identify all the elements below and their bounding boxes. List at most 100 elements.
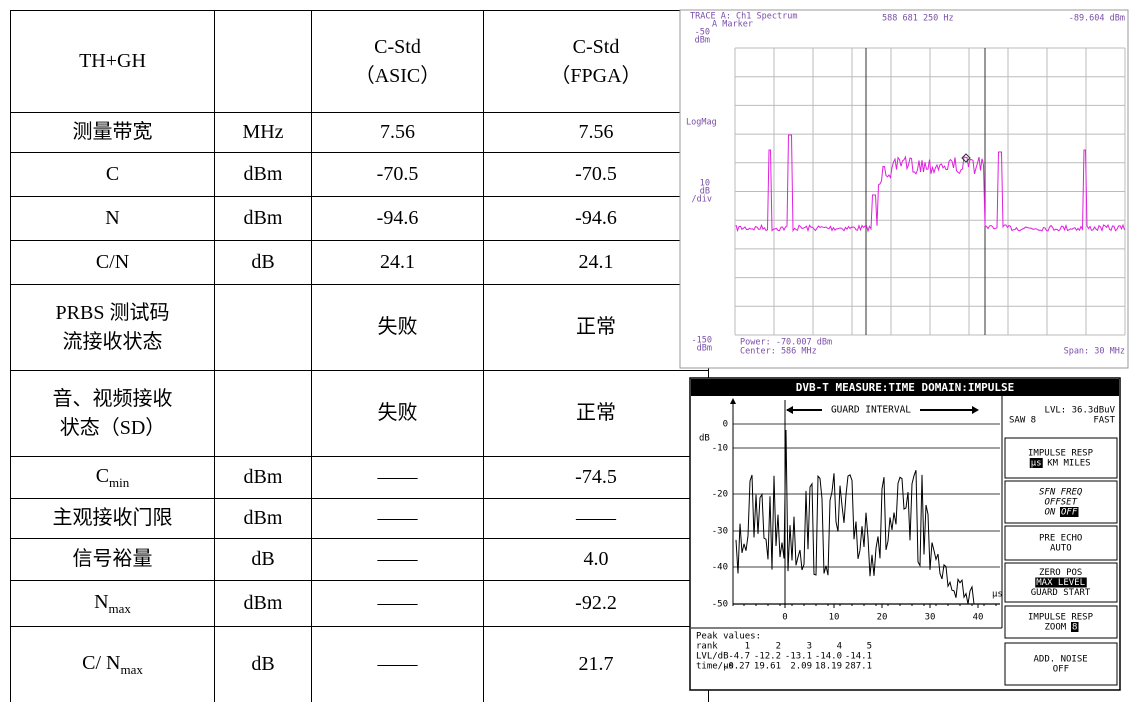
peak-cell: 287.1 — [845, 662, 872, 672]
y-tick-label: -20 — [712, 490, 728, 500]
cell-text: -94.6 — [575, 207, 617, 229]
cell-text: -74.5 — [575, 466, 617, 488]
table-row: 音、视频接收状态（SD） 失败正常 — [11, 371, 709, 457]
table-cell: 失败 — [312, 371, 484, 457]
x-tick-label: 0 — [782, 613, 787, 623]
level-readout: LVL: 36.3dBuV — [1045, 406, 1116, 416]
cell-line: C-Std — [573, 36, 620, 58]
table-row: C/ Nmax dB —— 21.7 — [11, 627, 709, 702]
cell-text: —— — [378, 466, 418, 488]
cell-text: 21.7 — [579, 653, 614, 675]
table-cell: 主观接收门限 — [11, 499, 215, 539]
table-cell: MHz — [215, 113, 312, 153]
level-readout: FAST — [1093, 416, 1115, 426]
table-row: NdBm -94.6 -94.6 — [11, 197, 709, 241]
cell-text: N — [105, 207, 119, 229]
x-tick-label: 10 — [829, 613, 840, 623]
table-cell: —— — [312, 539, 484, 581]
cell-text: dBm — [244, 163, 283, 185]
cell-text: —— — [576, 507, 616, 529]
table-row: PRBS 测试码流接收状态失败正常 — [11, 285, 709, 371]
screen-label: 588 681 250 Hz — [882, 14, 954, 24]
cell-text: —— — [378, 507, 418, 529]
table-cell: —— — [312, 581, 484, 627]
table-cell: dBm — [215, 499, 312, 539]
y-tick-label: -40 — [712, 563, 728, 573]
table-row: C/NdB24.124.1 — [11, 241, 709, 285]
table-cell: 4.0 — [484, 539, 709, 581]
menu-text: AUTO — [1050, 544, 1072, 554]
table-cell: 正常 — [484, 371, 709, 457]
cell-text: —— — [378, 653, 418, 675]
table-cell: —— — [312, 627, 484, 702]
peak-cell: -13.1 — [785, 652, 812, 662]
cell-line: 音、视频接收 — [53, 388, 173, 410]
peak-cell: 18.19 — [815, 662, 842, 672]
level-readout: SAW 8 — [1009, 416, 1036, 426]
table-cell: 音、视频接收状态（SD） — [11, 371, 215, 457]
peak-cell: -4.7 — [728, 652, 750, 662]
y-tick-label: -30 — [712, 527, 728, 537]
cell-text: dB — [251, 653, 274, 675]
table-cell: C-Std（FPGA） — [484, 11, 709, 113]
cell-text: -70.5 — [377, 163, 419, 185]
cell-text: 主观接收门限 — [53, 507, 173, 529]
menu-text: ADD. NOISE — [1034, 655, 1088, 665]
table-cell: -94.6 — [312, 197, 484, 241]
cell-text: —— — [378, 548, 418, 570]
cell-text: dBm — [244, 207, 283, 229]
cell-text: 24.1 — [579, 251, 614, 273]
x-tick-label: 40 — [973, 613, 984, 623]
cell-text: -92.2 — [575, 592, 617, 614]
table-cell: 测量带宽 — [11, 113, 215, 153]
table-cell: C/ Nmax — [11, 627, 215, 702]
table-cell: 7.56 — [484, 113, 709, 153]
peaks-heading: Peak values: — [696, 632, 761, 642]
cell-text: 正常 — [576, 316, 616, 338]
peak-cell: 19.61 — [754, 662, 781, 672]
cell-line: 状态（SD） — [60, 417, 166, 439]
table-cell: dBm — [215, 197, 312, 241]
screen-label: -89.604 dBm — [1069, 14, 1125, 24]
table-cell: 7.56 — [312, 113, 484, 153]
cell-subscript: min — [109, 475, 129, 490]
peak-cell: LVL/dB — [696, 652, 729, 662]
table-cell — [215, 11, 312, 113]
menu-text: MAX LEVEL — [1036, 578, 1085, 588]
screen-label: dBm — [695, 36, 710, 46]
table-cell: TH+GH — [11, 11, 215, 113]
cell-text: -94.6 — [377, 207, 419, 229]
screen-label: Center: 586 MHz — [740, 347, 817, 357]
guard-label: GUARD INTERVAL — [831, 405, 911, 416]
table-cell: 24.1 — [484, 241, 709, 285]
cell-subscript: max — [120, 662, 142, 677]
menu-text: SFN FREQ — [1039, 488, 1083, 498]
table-cell — [215, 285, 312, 371]
page: TH+GHC-Std（ASIC）C-Std（FPGA）测量带宽MHz7.567.… — [0, 0, 1136, 702]
menu-text: IMPULSE RESP — [1028, 613, 1094, 623]
menu-text: OFFSET — [1045, 498, 1078, 508]
menu-text: IMPULSE RESP — [1028, 449, 1094, 459]
table-cell: dBm — [215, 581, 312, 627]
table-cell: -92.2 — [484, 581, 709, 627]
peak-cell: -12.2 — [754, 652, 781, 662]
table-cell: —— — [312, 499, 484, 539]
menu-text: KM MILES — [1047, 459, 1090, 469]
cell-text: dB — [251, 251, 274, 273]
table-cell — [215, 371, 312, 457]
y-tick-label: -50 — [712, 600, 728, 610]
menu-text: 8 — [1072, 623, 1077, 633]
cell-text: 24.1 — [380, 251, 415, 273]
cell-text: 测量带宽 — [73, 121, 153, 143]
table-cell: C — [11, 153, 215, 197]
menu-text: OFF — [1053, 665, 1069, 675]
table-cell: -74.5 — [484, 457, 709, 499]
table-cell: 正常 — [484, 285, 709, 371]
cell-line: C-Std — [374, 36, 421, 58]
table-cell: -94.6 — [484, 197, 709, 241]
table-cell: -70.5 — [312, 153, 484, 197]
